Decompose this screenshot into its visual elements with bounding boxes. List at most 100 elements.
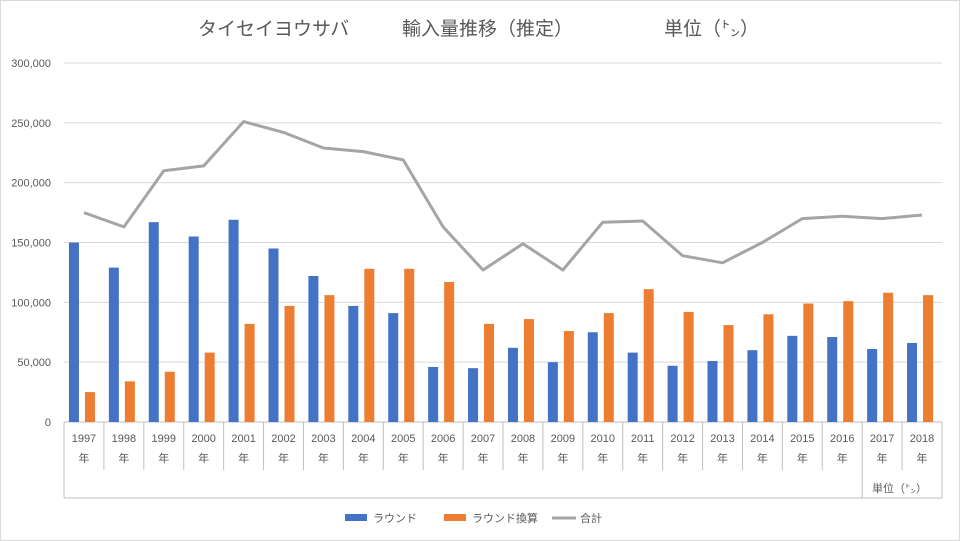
x-tick-year: 2012 — [670, 433, 694, 445]
x-tick-year: 2005 — [391, 433, 415, 445]
x-axis: 1997 年 1998 年 1999 年 2000 年 2001 年 2002 年 2003 年 2004 年… — [63, 422, 943, 499]
bar-round — [108, 267, 119, 422]
bar-round — [68, 242, 79, 422]
x-tick-suffix: 年 — [637, 451, 648, 465]
y-tick-label: 200,000 — [11, 178, 51, 190]
y-tick-label: 50,000 — [17, 357, 51, 369]
x-tick-year: 2015 — [790, 433, 814, 445]
x-tick-suffix: 年 — [877, 451, 888, 465]
bar-round — [428, 366, 439, 422]
bar-round — [268, 248, 279, 422]
bar-round — [747, 350, 758, 422]
bar-round-converted — [923, 295, 934, 422]
bar-round-converted — [843, 301, 854, 422]
total-line — [83, 120, 923, 272]
bar-round — [667, 365, 678, 422]
x-tick-year: 2003 — [311, 433, 335, 445]
chart-title-species: タイセイヨウサバ — [198, 18, 349, 40]
bar-round-converted — [324, 295, 335, 422]
x-tick-year: 2007 — [471, 433, 495, 445]
bar-round — [787, 335, 798, 422]
x-tick-suffix: 年 — [78, 451, 89, 465]
y-tick-label: 150,000 — [11, 238, 51, 250]
bar-round-converted — [643, 289, 654, 422]
legend-label: 合計 — [580, 511, 602, 525]
x-tick-year: 2000 — [191, 433, 215, 445]
bar-round-converted — [723, 325, 734, 422]
bar-round — [907, 343, 918, 422]
x-tick-suffix: 年 — [358, 451, 369, 465]
bar-round-converted — [763, 314, 774, 422]
x-tick-suffix: 年 — [677, 451, 688, 465]
bar-round-converted — [444, 281, 455, 422]
x-tick-year: 2001 — [231, 433, 255, 445]
y-tick-label: 100,000 — [11, 297, 51, 309]
unit-note: 単位（㌧） — [872, 481, 927, 495]
x-tick-suffix: 年 — [837, 451, 848, 465]
x-tick-year: 2004 — [351, 433, 375, 445]
x-tick-year: 2002 — [271, 433, 295, 445]
bar-round-converted — [364, 268, 375, 422]
bar-round-converted — [484, 323, 495, 422]
y-tick-label: 250,000 — [11, 118, 51, 130]
x-tick-year: 2016 — [830, 433, 854, 445]
legend: ラウンド ラウンド換算 合計 — [345, 511, 602, 525]
bar-round-converted — [523, 319, 534, 422]
bar-round — [867, 349, 878, 422]
x-tick-year: 1997 — [72, 433, 96, 445]
x-tick-year: 1999 — [152, 433, 176, 445]
bar-round — [148, 222, 159, 422]
bar-round — [547, 362, 558, 422]
bar-round-converted — [803, 303, 814, 422]
bar-round — [228, 219, 239, 422]
x-tick-suffix: 年 — [557, 451, 568, 465]
legend-swatch — [345, 514, 367, 521]
x-tick-year: 2006 — [431, 433, 455, 445]
chart-title-main: 輸入量推移（推定） — [402, 18, 573, 40]
x-tick-suffix: 年 — [238, 451, 249, 465]
bar-round-converted — [284, 305, 295, 422]
bar-round — [707, 360, 718, 422]
x-tick-year: 2011 — [631, 433, 655, 445]
legend-label: ラウンド換算 — [472, 511, 538, 525]
bar-round — [827, 337, 838, 422]
x-tick-year: 2009 — [551, 433, 575, 445]
x-tick-year: 2017 — [870, 433, 894, 445]
x-tick-suffix: 年 — [717, 451, 728, 465]
x-tick-suffix: 年 — [517, 451, 528, 465]
x-tick-suffix: 年 — [278, 451, 289, 465]
bar-round-converted — [124, 381, 135, 422]
bar-round — [587, 332, 598, 422]
x-tick-suffix: 年 — [158, 451, 169, 465]
bar-round-converted — [244, 323, 255, 422]
bar-round-converted — [683, 311, 694, 422]
x-tick-year: 2014 — [750, 433, 774, 445]
bar-round — [348, 305, 359, 422]
bar-round-converted — [84, 392, 95, 422]
bar-round-converted — [563, 331, 574, 422]
bar-round-converted — [164, 371, 175, 422]
bar-round — [388, 313, 399, 422]
x-tick-suffix: 年 — [438, 451, 449, 465]
chart-title: タイセイヨウサバ 輸入量推移（推定） 単位（㌧） — [198, 18, 759, 40]
bar-round-converted — [204, 352, 215, 422]
x-tick-suffix: 年 — [797, 451, 808, 465]
y-axis: 0 50,000 100,000 150,000 200,000 250,000 300,0… — [11, 58, 51, 429]
x-tick-year: 2013 — [710, 433, 734, 445]
x-tick-suffix: 年 — [118, 451, 129, 465]
bar-round-converted — [883, 292, 894, 422]
y-tick-label: 0 — [45, 417, 51, 429]
legend-swatch — [444, 514, 466, 521]
x-tick-suffix: 年 — [757, 451, 768, 465]
x-tick-year: 2010 — [591, 433, 615, 445]
y-tick-label: 300,000 — [11, 58, 51, 70]
bar-round-converted — [603, 313, 614, 422]
x-tick-suffix: 年 — [318, 451, 329, 465]
bar-round — [507, 347, 518, 422]
bar-round — [188, 236, 199, 422]
x-tick-year: 2018 — [910, 433, 934, 445]
legend-label: ラウンド — [373, 512, 417, 525]
bar-round — [308, 276, 319, 422]
bar-round — [627, 352, 638, 422]
